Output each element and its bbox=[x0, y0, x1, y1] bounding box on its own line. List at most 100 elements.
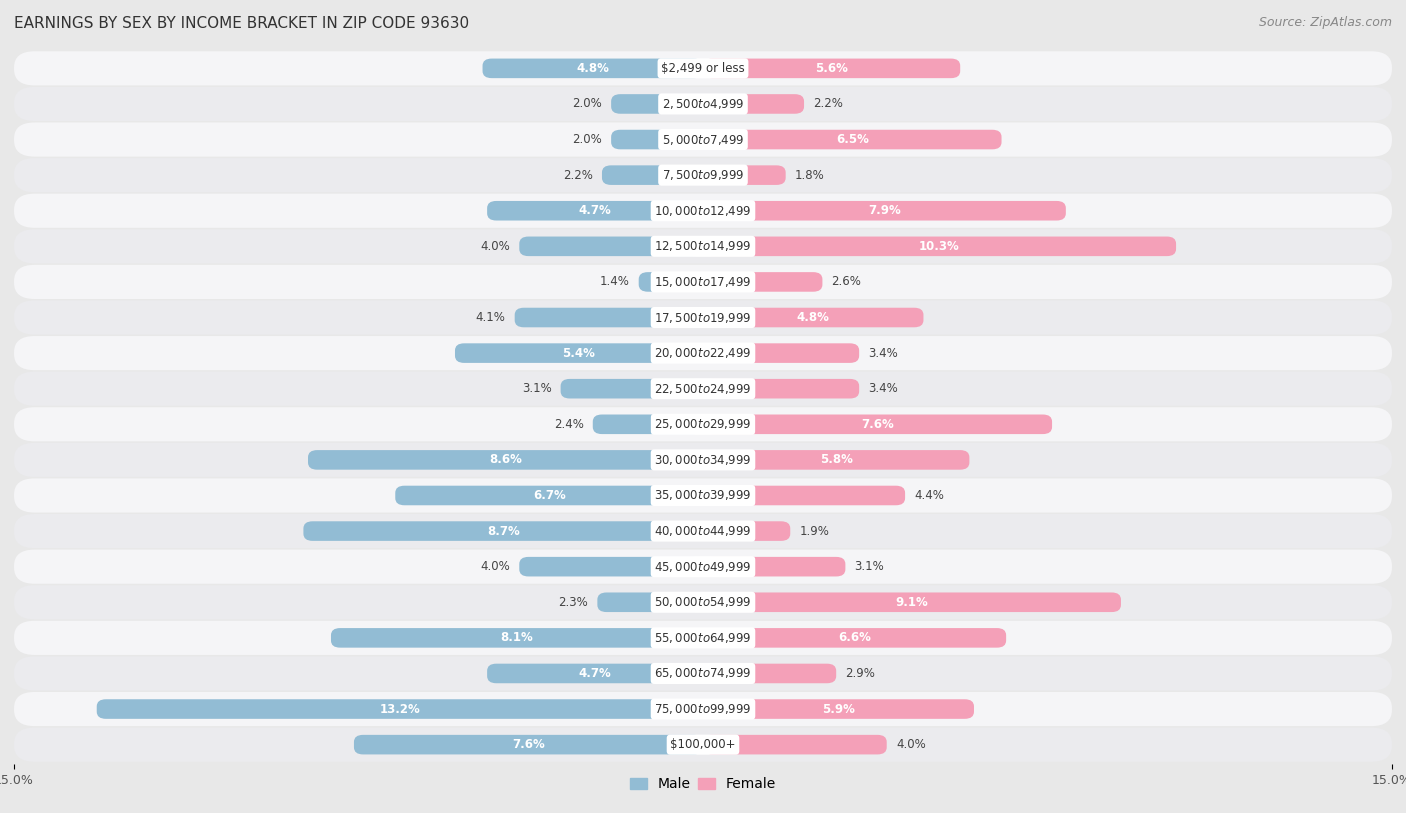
Text: 8.7%: 8.7% bbox=[486, 524, 520, 537]
FancyBboxPatch shape bbox=[602, 165, 703, 185]
FancyBboxPatch shape bbox=[14, 514, 1392, 548]
Text: 4.8%: 4.8% bbox=[576, 62, 609, 75]
Text: 3.1%: 3.1% bbox=[855, 560, 884, 573]
FancyBboxPatch shape bbox=[14, 336, 1392, 370]
Text: 7.6%: 7.6% bbox=[860, 418, 894, 431]
Text: $45,000 to $49,999: $45,000 to $49,999 bbox=[654, 559, 752, 574]
FancyBboxPatch shape bbox=[703, 272, 823, 292]
FancyBboxPatch shape bbox=[304, 521, 703, 541]
Text: $15,000 to $17,499: $15,000 to $17,499 bbox=[654, 275, 752, 289]
Text: $2,500 to $4,999: $2,500 to $4,999 bbox=[662, 97, 744, 111]
Text: $2,499 or less: $2,499 or less bbox=[661, 62, 745, 75]
FancyBboxPatch shape bbox=[14, 87, 1392, 121]
FancyBboxPatch shape bbox=[519, 237, 703, 256]
Text: 1.4%: 1.4% bbox=[599, 276, 630, 289]
FancyBboxPatch shape bbox=[308, 450, 703, 470]
Text: 6.6%: 6.6% bbox=[838, 632, 870, 645]
Text: $22,500 to $24,999: $22,500 to $24,999 bbox=[654, 381, 752, 396]
Text: 7.6%: 7.6% bbox=[512, 738, 546, 751]
Text: 2.2%: 2.2% bbox=[813, 98, 844, 111]
Text: 6.5%: 6.5% bbox=[835, 133, 869, 146]
FancyBboxPatch shape bbox=[330, 628, 703, 648]
Text: 5.8%: 5.8% bbox=[820, 454, 852, 467]
FancyBboxPatch shape bbox=[486, 663, 703, 683]
FancyBboxPatch shape bbox=[703, 557, 845, 576]
FancyBboxPatch shape bbox=[97, 699, 703, 719]
FancyBboxPatch shape bbox=[612, 130, 703, 150]
FancyBboxPatch shape bbox=[14, 407, 1392, 441]
FancyBboxPatch shape bbox=[14, 621, 1392, 655]
Text: 5.9%: 5.9% bbox=[823, 702, 855, 715]
Text: 3.4%: 3.4% bbox=[869, 346, 898, 359]
FancyBboxPatch shape bbox=[612, 94, 703, 114]
FancyBboxPatch shape bbox=[14, 656, 1392, 690]
Text: 6.7%: 6.7% bbox=[533, 489, 565, 502]
FancyBboxPatch shape bbox=[14, 550, 1392, 584]
FancyBboxPatch shape bbox=[14, 443, 1392, 477]
FancyBboxPatch shape bbox=[703, 237, 1175, 256]
FancyBboxPatch shape bbox=[486, 201, 703, 220]
Text: 10.3%: 10.3% bbox=[920, 240, 960, 253]
FancyBboxPatch shape bbox=[14, 193, 1392, 228]
FancyBboxPatch shape bbox=[14, 728, 1392, 762]
Text: $50,000 to $54,999: $50,000 to $54,999 bbox=[654, 595, 752, 609]
Text: $20,000 to $22,499: $20,000 to $22,499 bbox=[654, 346, 752, 360]
Text: 2.6%: 2.6% bbox=[831, 276, 862, 289]
Text: 4.8%: 4.8% bbox=[797, 311, 830, 324]
FancyBboxPatch shape bbox=[703, 593, 1121, 612]
FancyBboxPatch shape bbox=[14, 158, 1392, 192]
FancyBboxPatch shape bbox=[703, 699, 974, 719]
Text: 3.1%: 3.1% bbox=[522, 382, 551, 395]
Text: 2.4%: 2.4% bbox=[554, 418, 583, 431]
FancyBboxPatch shape bbox=[14, 478, 1392, 512]
FancyBboxPatch shape bbox=[703, 379, 859, 398]
FancyBboxPatch shape bbox=[354, 735, 703, 754]
Legend: Male, Female: Male, Female bbox=[624, 772, 782, 797]
Text: 8.6%: 8.6% bbox=[489, 454, 522, 467]
Text: $12,500 to $14,999: $12,500 to $14,999 bbox=[654, 239, 752, 254]
FancyBboxPatch shape bbox=[593, 415, 703, 434]
FancyBboxPatch shape bbox=[703, 450, 969, 470]
Text: EARNINGS BY SEX BY INCOME BRACKET IN ZIP CODE 93630: EARNINGS BY SEX BY INCOME BRACKET IN ZIP… bbox=[14, 16, 470, 31]
Text: $35,000 to $39,999: $35,000 to $39,999 bbox=[654, 489, 752, 502]
FancyBboxPatch shape bbox=[703, 628, 1007, 648]
Text: 2.9%: 2.9% bbox=[845, 667, 876, 680]
Text: 2.0%: 2.0% bbox=[572, 133, 602, 146]
FancyBboxPatch shape bbox=[14, 265, 1392, 299]
FancyBboxPatch shape bbox=[703, 130, 1001, 150]
Text: $25,000 to $29,999: $25,000 to $29,999 bbox=[654, 417, 752, 432]
Text: $5,000 to $7,499: $5,000 to $7,499 bbox=[662, 133, 744, 146]
Text: $10,000 to $12,499: $10,000 to $12,499 bbox=[654, 204, 752, 218]
Text: 9.1%: 9.1% bbox=[896, 596, 928, 609]
Text: $100,000+: $100,000+ bbox=[671, 738, 735, 751]
FancyBboxPatch shape bbox=[14, 301, 1392, 335]
FancyBboxPatch shape bbox=[703, 485, 905, 505]
FancyBboxPatch shape bbox=[638, 272, 703, 292]
Text: $75,000 to $99,999: $75,000 to $99,999 bbox=[654, 702, 752, 716]
FancyBboxPatch shape bbox=[14, 692, 1392, 726]
Text: 4.1%: 4.1% bbox=[475, 311, 506, 324]
Text: 4.0%: 4.0% bbox=[481, 240, 510, 253]
FancyBboxPatch shape bbox=[703, 735, 887, 754]
Text: 2.0%: 2.0% bbox=[572, 98, 602, 111]
FancyBboxPatch shape bbox=[598, 593, 703, 612]
FancyBboxPatch shape bbox=[14, 229, 1392, 263]
Text: 7.9%: 7.9% bbox=[868, 204, 901, 217]
FancyBboxPatch shape bbox=[703, 521, 790, 541]
FancyBboxPatch shape bbox=[703, 201, 1066, 220]
Text: $17,500 to $19,999: $17,500 to $19,999 bbox=[654, 311, 752, 324]
FancyBboxPatch shape bbox=[482, 59, 703, 78]
Text: 1.8%: 1.8% bbox=[794, 168, 824, 181]
FancyBboxPatch shape bbox=[14, 51, 1392, 85]
Text: 5.4%: 5.4% bbox=[562, 346, 595, 359]
Text: 2.2%: 2.2% bbox=[562, 168, 593, 181]
FancyBboxPatch shape bbox=[515, 308, 703, 328]
Text: 3.4%: 3.4% bbox=[869, 382, 898, 395]
Text: $65,000 to $74,999: $65,000 to $74,999 bbox=[654, 667, 752, 680]
Text: 5.6%: 5.6% bbox=[815, 62, 848, 75]
FancyBboxPatch shape bbox=[14, 372, 1392, 406]
FancyBboxPatch shape bbox=[703, 663, 837, 683]
FancyBboxPatch shape bbox=[395, 485, 703, 505]
FancyBboxPatch shape bbox=[703, 415, 1052, 434]
FancyBboxPatch shape bbox=[703, 343, 859, 363]
